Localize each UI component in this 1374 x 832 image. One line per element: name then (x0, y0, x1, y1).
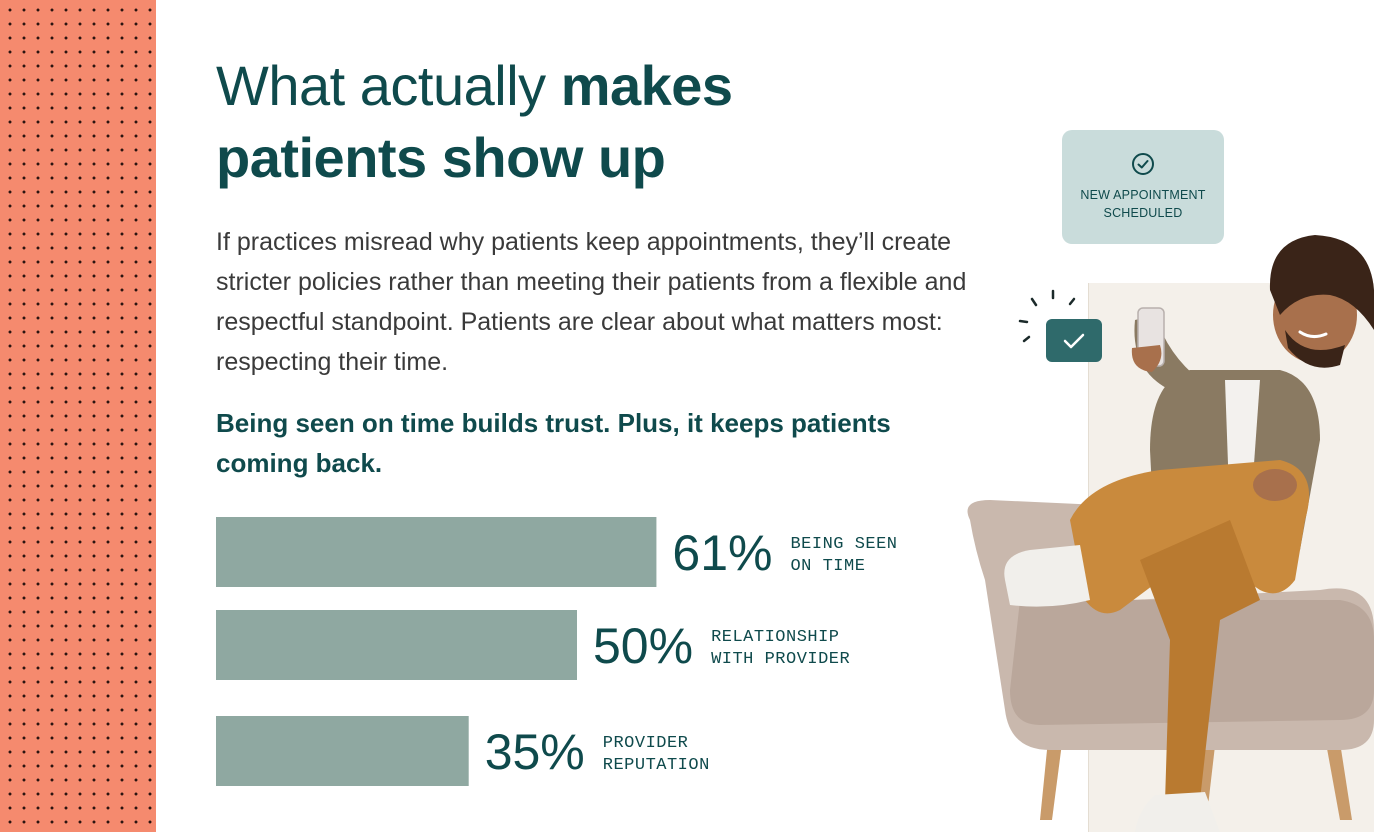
bar-value-label-2: 50% (593, 618, 693, 674)
dotted-sidebar-pattern (0, 0, 156, 832)
person-in-armchair-illustration (967, 235, 1374, 832)
category-label-2-line1: RELATIONSHIP (711, 628, 839, 647)
notification-line1: NEW APPOINTMENT (1080, 188, 1206, 202)
title-regular: What actually (216, 54, 561, 117)
chart-subheading: Being seen on time builds trust. Plus, i… (216, 408, 891, 478)
notification-text: NEW APPOINTMENT SCHEDULED (1062, 186, 1224, 222)
check-circle-icon (1132, 153, 1154, 175)
category-label-3-line1: PROVIDER (603, 734, 689, 753)
bar-2 (216, 610, 577, 680)
sparkle-lines-icon (1018, 289, 1076, 343)
checkmark-chip (1046, 319, 1102, 362)
page-title: What actually makes patients show up (216, 50, 936, 194)
checkmark-icon (1063, 333, 1085, 349)
title-bold-line2: patients show up (216, 126, 666, 189)
notification-line2: SCHEDULED (1103, 206, 1183, 220)
bar-1 (216, 517, 657, 587)
bar-3 (216, 716, 469, 786)
category-label-2-line2: WITH PROVIDER (711, 650, 850, 669)
body-paragraph: If practices misread why patients keep a… (216, 228, 967, 376)
bar-value-label-1: 61% (672, 525, 772, 581)
category-label-1-line1: BEING SEEN (790, 535, 897, 554)
category-label-3-line2: REPUTATION (603, 756, 710, 775)
category-label-1-line2: ON TIME (790, 557, 865, 576)
title-bold-line1: makes (560, 54, 733, 117)
bar-value-label-3: 35% (485, 724, 585, 780)
appointment-notification-card: NEW APPOINTMENT SCHEDULED (1062, 130, 1224, 244)
